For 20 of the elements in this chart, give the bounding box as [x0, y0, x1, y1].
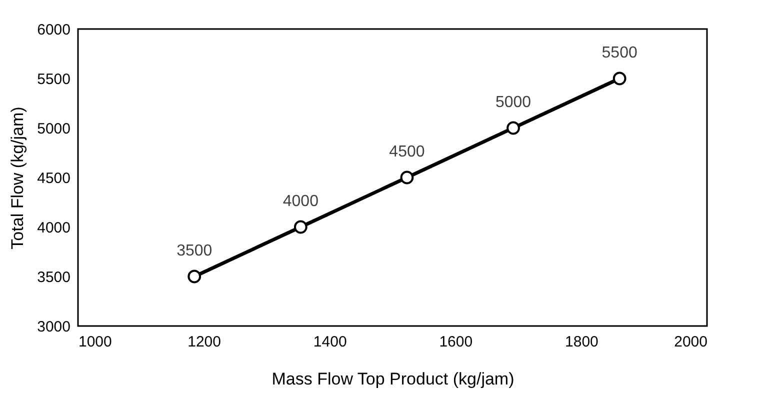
x-tick-label: 1800: [565, 334, 598, 350]
y-tick-label: 4000: [37, 220, 70, 236]
x-tick-label: 2000: [674, 334, 708, 350]
y-tick-label: 6000: [37, 22, 70, 38]
y-tick-label: 5000: [37, 120, 70, 138]
y-tick-label: 3000: [37, 318, 70, 336]
data-label: 4500: [389, 144, 425, 160]
data-label: 4000: [282, 193, 319, 210]
data-label: 5500: [602, 44, 638, 62]
x-tick-label: 1400: [313, 334, 347, 350]
data-label: 5000: [495, 94, 532, 111]
y-tick-label: 4500: [37, 170, 70, 187]
x-tick-label: 1600: [439, 334, 473, 350]
y-tick-label: 5500: [37, 71, 70, 88]
x-tick-label: 1000: [78, 334, 112, 350]
data-label: 3500: [176, 242, 212, 260]
x-tick-label: 1200: [188, 334, 221, 350]
x-axis-title: Mass Flow Top Product (kg/jam): [272, 370, 514, 388]
y-tick-label: 3500: [37, 269, 70, 286]
y-axis-title: Total Flow (kg/jam): [8, 106, 28, 250]
